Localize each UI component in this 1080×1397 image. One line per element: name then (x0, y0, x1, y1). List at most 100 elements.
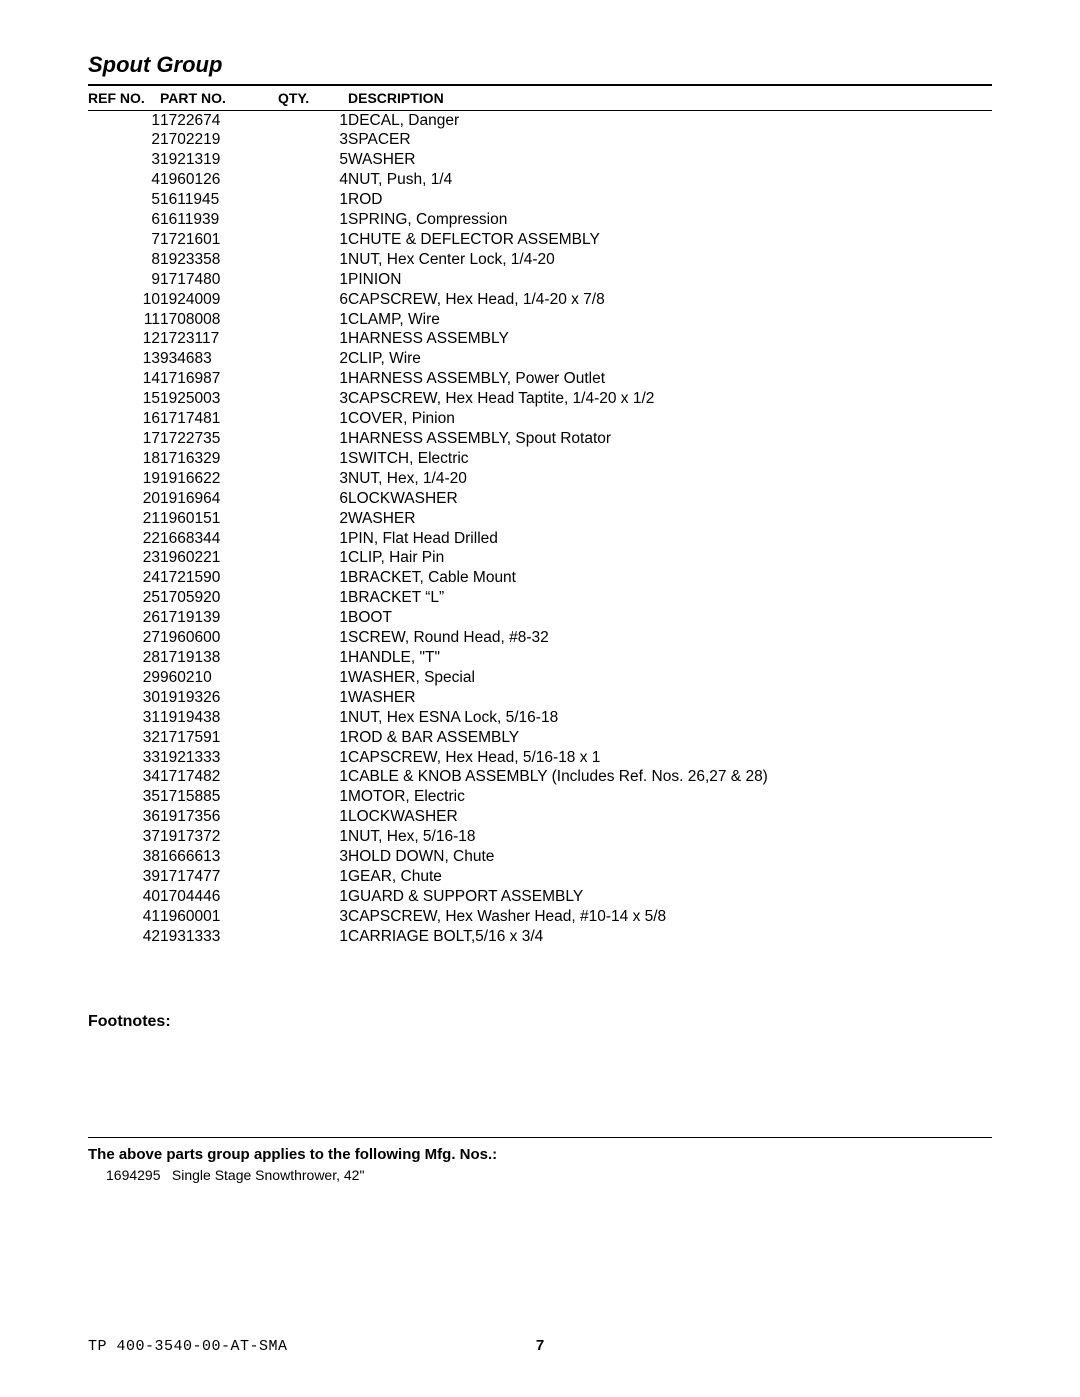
table-row: 2216683441PIN, Flat Head Drilled (88, 529, 992, 549)
desc-cell: WASHER (348, 509, 992, 529)
ref-cell: 4 (88, 171, 160, 191)
page: Spout Group REF NO. PART NO. QTY. DESCRI… (0, 0, 1080, 1397)
part-cell: 1611939 (160, 211, 278, 231)
table-row: 2817191381HANDLE, "T" (88, 648, 992, 668)
table-row: 2617191391BOOT (88, 609, 992, 629)
part-cell: 1717480 (160, 270, 278, 290)
table-row: 2019169646LOCKWASHER (88, 489, 992, 509)
table-row: 4219313331CARRIAGE BOLT,5/16 x 3/4 (88, 927, 992, 947)
table-row: 1817163291SWITCH, Electric (88, 449, 992, 469)
ref-cell: 24 (88, 569, 160, 589)
desc-cell: HOLD DOWN, Chute (348, 848, 992, 868)
ref-cell: 10 (88, 290, 160, 310)
ref-cell: 40 (88, 887, 160, 907)
table-row: 2119601512WASHER (88, 509, 992, 529)
desc-cell: LOCKWASHER (348, 808, 992, 828)
desc-cell: WASHER (348, 151, 992, 171)
table-row: 3517158851MOTOR, Electric (88, 788, 992, 808)
ref-cell: 37 (88, 828, 160, 848)
mfg-description: Single Stage Snowthrower, 42" (172, 1167, 365, 1183)
col-header-ref: REF NO. (88, 85, 160, 111)
part-cell: 1717482 (160, 768, 278, 788)
desc-cell: MOTOR, Electric (348, 788, 992, 808)
page-footer: TP 400-3540-00-AT-SMA 7 (88, 1337, 992, 1355)
qty-cell: 1 (278, 449, 348, 469)
qty-cell: 1 (278, 728, 348, 748)
desc-cell: NUT, Hex, 1/4-20 (348, 469, 992, 489)
qty-cell: 6 (278, 290, 348, 310)
desc-cell: CAPSCREW, Hex Washer Head, #10-14 x 5/8 (348, 907, 992, 927)
table-row: 217022193SPACER (88, 131, 992, 151)
part-cell: 1705920 (160, 589, 278, 609)
table-row: 1617174811COVER, Pinion (88, 410, 992, 430)
ref-cell: 32 (88, 728, 160, 748)
qty-cell: 1 (278, 629, 348, 649)
part-cell: 1717481 (160, 410, 278, 430)
qty-cell: 1 (278, 430, 348, 450)
part-cell: 1925003 (160, 390, 278, 410)
ref-cell: 7 (88, 230, 160, 250)
part-cell: 1668344 (160, 529, 278, 549)
desc-cell: BRACKET, Cable Mount (348, 569, 992, 589)
ref-cell: 20 (88, 489, 160, 509)
desc-cell: DECAL, Danger (348, 111, 992, 131)
part-cell: 1666613 (160, 848, 278, 868)
qty-cell: 3 (278, 848, 348, 868)
desc-cell: HANDLE, "T" (348, 648, 992, 668)
ref-cell: 41 (88, 907, 160, 927)
table-row: 717216011CHUTE & DEFLECTOR ASSEMBLY (88, 230, 992, 250)
qty-cell: 1 (278, 668, 348, 688)
part-cell: 1960221 (160, 549, 278, 569)
desc-cell: GUARD & SUPPORT ASSEMBLY (348, 887, 992, 907)
ref-cell: 8 (88, 250, 160, 270)
table-row: 3119194381NUT, Hex ESNA Lock, 5/16-18 (88, 708, 992, 728)
desc-cell: PIN, Flat Head Drilled (348, 529, 992, 549)
desc-cell: LOCKWASHER (348, 489, 992, 509)
part-cell: 934683 (160, 350, 278, 370)
qty-cell: 1 (278, 230, 348, 250)
qty-cell: 1 (278, 808, 348, 828)
desc-cell: COVER, Pinion (348, 410, 992, 430)
part-cell: 1716329 (160, 449, 278, 469)
table-row: 299602101WASHER, Special (88, 668, 992, 688)
part-cell: 1960600 (160, 629, 278, 649)
table-row: 3719173721NUT, Hex, 5/16-18 (88, 828, 992, 848)
part-cell: 1723117 (160, 330, 278, 350)
table-row: 2517059201BRACKET “L” (88, 589, 992, 609)
part-cell: 1722735 (160, 430, 278, 450)
desc-cell: HARNESS ASSEMBLY (348, 330, 992, 350)
desc-cell: BOOT (348, 609, 992, 629)
ref-cell: 2 (88, 131, 160, 151)
part-cell: 1919438 (160, 708, 278, 728)
desc-cell: HARNESS ASSEMBLY, Spout Rotator (348, 430, 992, 450)
qty-cell: 1 (278, 887, 348, 907)
qty-cell: 1 (278, 111, 348, 131)
part-cell: 1715885 (160, 788, 278, 808)
qty-cell: 3 (278, 907, 348, 927)
qty-cell: 3 (278, 131, 348, 151)
part-cell: 1921319 (160, 151, 278, 171)
ref-cell: 35 (88, 788, 160, 808)
part-cell: 1917372 (160, 828, 278, 848)
footer-page-number: 7 (88, 1337, 992, 1354)
part-cell: 1704446 (160, 887, 278, 907)
part-cell: 1708008 (160, 310, 278, 330)
table-row: 319213195WASHER (88, 151, 992, 171)
table-row: 3816666133HOLD DOWN, Chute (88, 848, 992, 868)
qty-cell: 3 (278, 469, 348, 489)
qty-cell: 1 (278, 569, 348, 589)
part-cell: 1719138 (160, 648, 278, 668)
ref-cell: 34 (88, 768, 160, 788)
desc-cell: CARRIAGE BOLT,5/16 x 3/4 (348, 927, 992, 947)
ref-cell: 33 (88, 748, 160, 768)
qty-cell: 1 (278, 927, 348, 947)
ref-cell: 27 (88, 629, 160, 649)
desc-cell: CLIP, Hair Pin (348, 549, 992, 569)
group-title: Spout Group (88, 52, 992, 78)
mfg-row: 1694295 Single Stage Snowthrower, 42" (88, 1167, 992, 1183)
applies-label: The above parts group applies to the fol… (88, 1146, 992, 1163)
part-cell: 1960151 (160, 509, 278, 529)
part-cell: 1931333 (160, 927, 278, 947)
ref-cell: 39 (88, 867, 160, 887)
table-row: 819233581NUT, Hex Center Lock, 1/4-20 (88, 250, 992, 270)
